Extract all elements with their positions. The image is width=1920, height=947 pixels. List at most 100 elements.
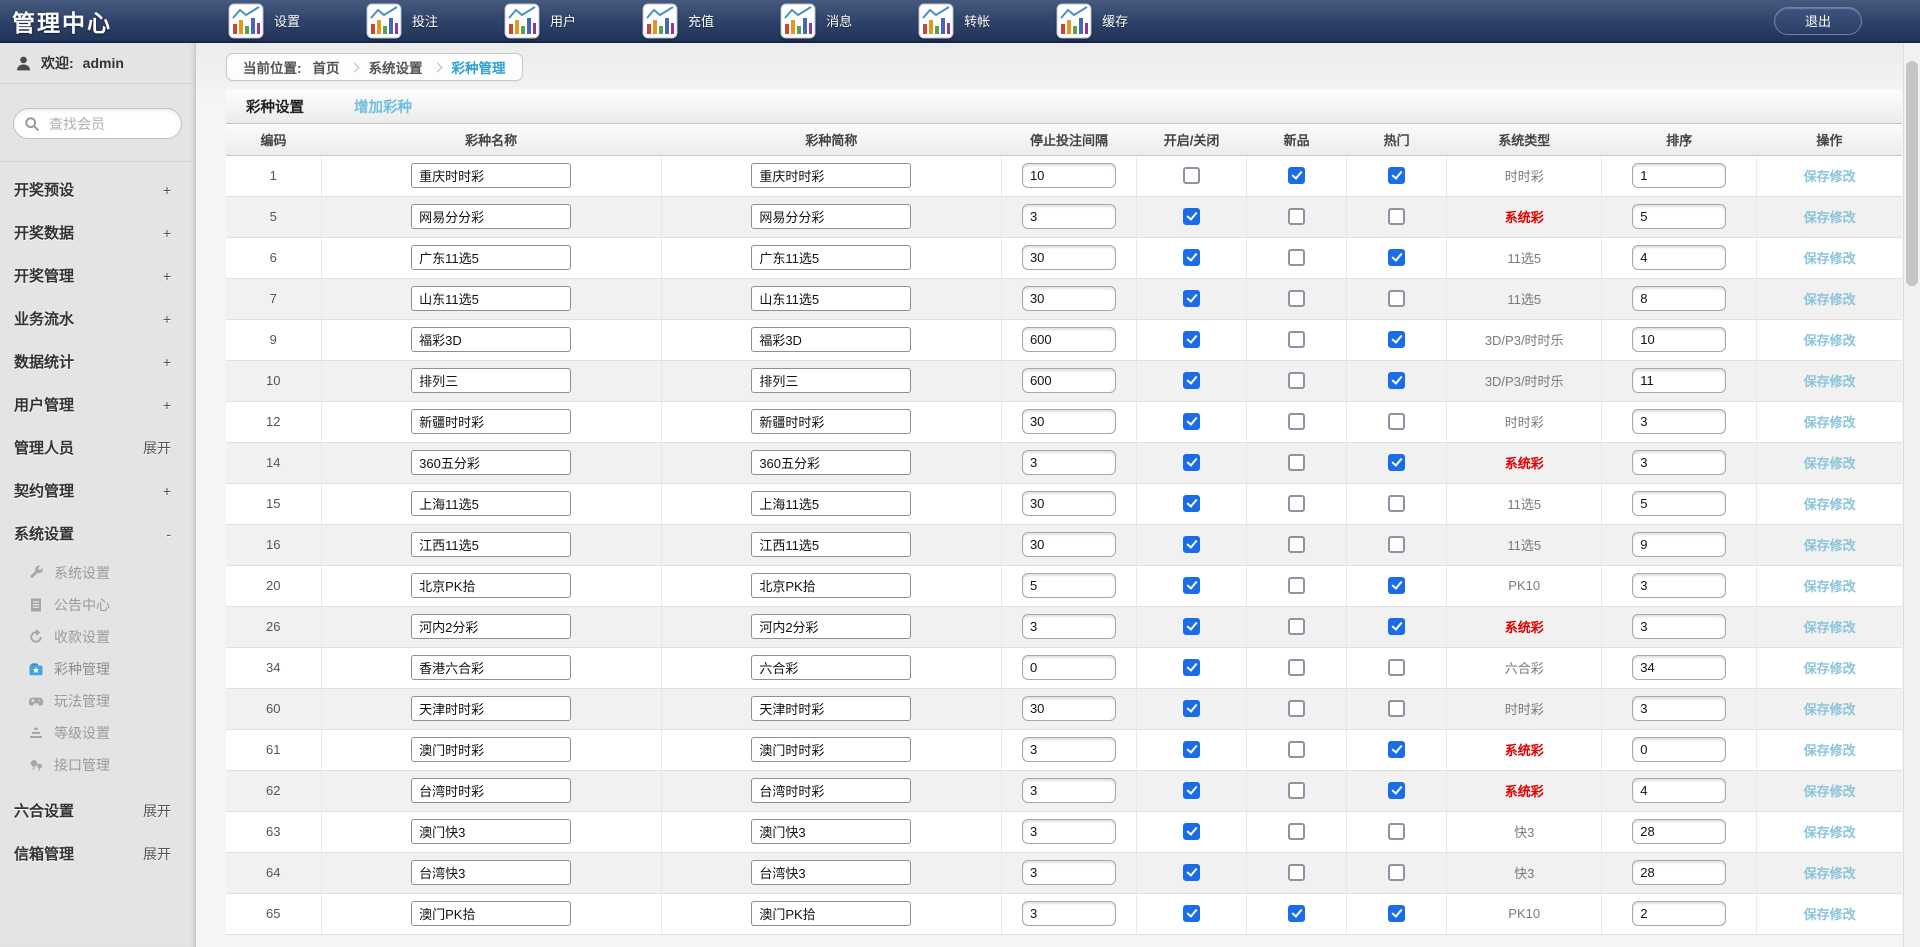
save-modify-link[interactable]: 保存修改 bbox=[1803, 743, 1856, 758]
lottery-name-input[interactable] bbox=[411, 778, 572, 803]
stop-interval-input[interactable] bbox=[1021, 204, 1116, 229]
open-close-checkbox[interactable] bbox=[1183, 782, 1201, 800]
save-modify-link[interactable]: 保存修改 bbox=[1803, 579, 1856, 594]
nav-item[interactable]: 转帐 bbox=[918, 3, 990, 39]
logout-button[interactable]: 退出 bbox=[1774, 6, 1862, 35]
sidebar-menu-item[interactable]: 管理人员 展开 bbox=[0, 426, 195, 469]
sort-input[interactable] bbox=[1632, 901, 1727, 926]
stop-interval-input[interactable] bbox=[1021, 655, 1116, 680]
submenu-item[interactable]: 系统设置 bbox=[0, 557, 195, 589]
save-modify-link[interactable]: 保存修改 bbox=[1803, 333, 1856, 348]
open-close-checkbox[interactable] bbox=[1183, 618, 1201, 636]
save-modify-link[interactable]: 保存修改 bbox=[1803, 866, 1856, 881]
stop-interval-input[interactable] bbox=[1021, 737, 1116, 762]
hot-checkbox[interactable] bbox=[1388, 249, 1406, 267]
scrollbar-thumb[interactable] bbox=[1906, 61, 1918, 286]
sort-input[interactable] bbox=[1632, 327, 1727, 352]
breadcrumb-home[interactable]: 首页 bbox=[312, 61, 340, 76]
sidebar-menu-item[interactable]: 开奖管理 + bbox=[0, 254, 195, 297]
new-checkbox[interactable] bbox=[1288, 782, 1306, 800]
lottery-shortname-input[interactable] bbox=[751, 696, 912, 721]
nav-item[interactable]: 设置 bbox=[228, 3, 300, 39]
sort-input[interactable] bbox=[1632, 573, 1727, 598]
vertical-scrollbar[interactable] bbox=[1903, 43, 1920, 947]
submenu-item[interactable]: 公告中心 bbox=[0, 589, 195, 621]
sort-input[interactable] bbox=[1632, 737, 1727, 762]
hot-checkbox[interactable] bbox=[1388, 331, 1406, 349]
lottery-name-input[interactable] bbox=[411, 163, 572, 188]
new-checkbox[interactable] bbox=[1288, 577, 1306, 595]
hot-checkbox[interactable] bbox=[1388, 741, 1406, 759]
lottery-name-input[interactable] bbox=[411, 696, 572, 721]
lottery-name-input[interactable] bbox=[411, 245, 572, 270]
stop-interval-input[interactable] bbox=[1021, 286, 1116, 311]
lottery-name-input[interactable] bbox=[411, 655, 572, 680]
lottery-shortname-input[interactable] bbox=[751, 368, 912, 393]
lottery-shortname-input[interactable] bbox=[751, 286, 912, 311]
save-modify-link[interactable]: 保存修改 bbox=[1803, 661, 1856, 676]
hot-checkbox[interactable] bbox=[1388, 577, 1406, 595]
sidebar-menu-item[interactable]: 六合设置 展开 bbox=[0, 789, 195, 832]
submenu-item[interactable]: 等级设置 bbox=[0, 717, 195, 749]
sidebar-menu-item[interactable]: 信箱管理 展开 bbox=[0, 832, 195, 875]
hot-checkbox[interactable] bbox=[1388, 208, 1406, 226]
lottery-name-input[interactable] bbox=[411, 204, 572, 229]
open-close-checkbox[interactable] bbox=[1183, 741, 1201, 759]
sidebar-menu-item[interactable]: 系统设置 - bbox=[0, 512, 195, 555]
open-close-checkbox[interactable] bbox=[1183, 167, 1201, 185]
submenu-item-active[interactable]: 彩种管理 bbox=[0, 653, 195, 685]
submenu-item[interactable]: 收款设置 bbox=[0, 621, 195, 653]
open-close-checkbox[interactable] bbox=[1183, 290, 1201, 308]
save-modify-link[interactable]: 保存修改 bbox=[1803, 620, 1856, 635]
save-modify-link[interactable]: 保存修改 bbox=[1803, 456, 1856, 471]
sidebar-menu-item[interactable]: 用户管理 + bbox=[0, 383, 195, 426]
nav-item[interactable]: 充值 bbox=[642, 3, 714, 39]
lottery-shortname-input[interactable] bbox=[751, 778, 912, 803]
lottery-shortname-input[interactable] bbox=[751, 573, 912, 598]
hot-checkbox[interactable] bbox=[1388, 782, 1406, 800]
stop-interval-input[interactable] bbox=[1021, 245, 1116, 270]
lottery-shortname-input[interactable] bbox=[751, 614, 912, 639]
stop-interval-input[interactable] bbox=[1021, 778, 1116, 803]
new-checkbox[interactable] bbox=[1288, 536, 1306, 554]
lottery-name-input[interactable] bbox=[411, 368, 572, 393]
save-modify-link[interactable]: 保存修改 bbox=[1803, 825, 1856, 840]
sort-input[interactable] bbox=[1632, 368, 1727, 393]
lottery-shortname-input[interactable] bbox=[751, 655, 912, 680]
open-close-checkbox[interactable] bbox=[1183, 372, 1201, 390]
member-search-input[interactable] bbox=[13, 108, 182, 139]
lottery-name-input[interactable] bbox=[411, 819, 572, 844]
new-checkbox[interactable] bbox=[1288, 413, 1306, 431]
hot-checkbox[interactable] bbox=[1388, 413, 1406, 431]
save-modify-link[interactable]: 保存修改 bbox=[1803, 415, 1856, 430]
breadcrumb-system-settings[interactable]: 系统设置 bbox=[368, 61, 423, 76]
open-close-checkbox[interactable] bbox=[1183, 413, 1201, 431]
open-close-checkbox[interactable] bbox=[1183, 454, 1201, 472]
save-modify-link[interactable]: 保存修改 bbox=[1803, 702, 1856, 717]
sort-input[interactable] bbox=[1632, 409, 1727, 434]
stop-interval-input[interactable] bbox=[1021, 327, 1116, 352]
lottery-name-input[interactable] bbox=[411, 450, 572, 475]
lottery-shortname-input[interactable] bbox=[751, 901, 912, 926]
lottery-shortname-input[interactable] bbox=[751, 491, 912, 516]
nav-item[interactable]: 用户 bbox=[504, 3, 576, 39]
hot-checkbox[interactable] bbox=[1388, 659, 1406, 677]
nav-item[interactable]: 消息 bbox=[780, 3, 852, 39]
new-checkbox[interactable] bbox=[1288, 823, 1306, 841]
lottery-name-input[interactable] bbox=[411, 491, 572, 516]
stop-interval-input[interactable] bbox=[1021, 491, 1116, 516]
stop-interval-input[interactable] bbox=[1021, 696, 1116, 721]
new-checkbox[interactable] bbox=[1288, 618, 1306, 636]
new-checkbox[interactable] bbox=[1288, 167, 1306, 185]
lottery-name-input[interactable] bbox=[411, 286, 572, 311]
stop-interval-input[interactable] bbox=[1021, 819, 1116, 844]
tab-lottery-settings[interactable]: 彩种设置 bbox=[246, 100, 304, 116]
open-close-checkbox[interactable] bbox=[1183, 577, 1201, 595]
lottery-shortname-input[interactable] bbox=[751, 204, 912, 229]
new-checkbox[interactable] bbox=[1288, 331, 1306, 349]
lottery-name-input[interactable] bbox=[411, 573, 572, 598]
new-checkbox[interactable] bbox=[1288, 700, 1306, 718]
save-modify-link[interactable]: 保存修改 bbox=[1803, 538, 1856, 553]
hot-checkbox[interactable] bbox=[1388, 372, 1406, 390]
sidebar-menu-item[interactable]: 契约管理 + bbox=[0, 469, 195, 512]
